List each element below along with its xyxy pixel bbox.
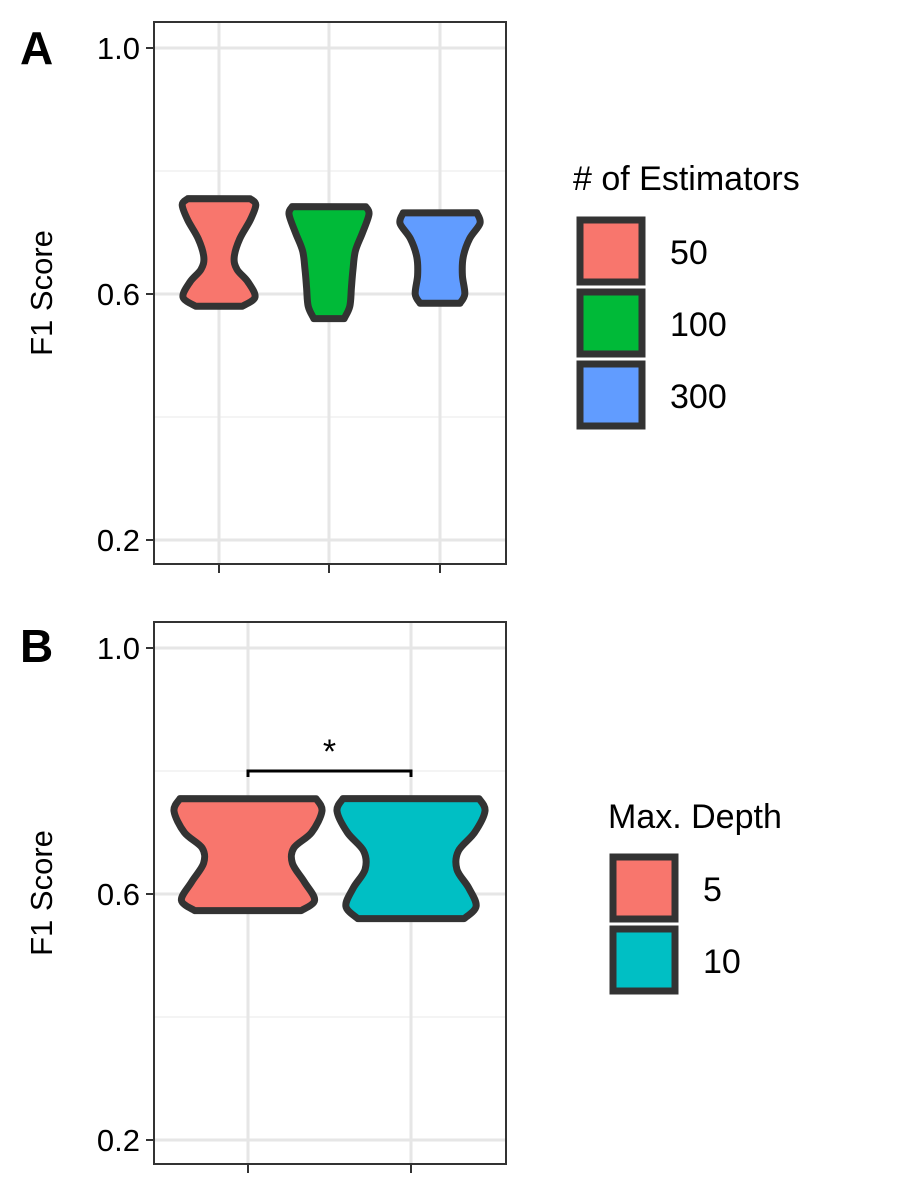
legend-a: # of Estimators 50 100 300	[573, 160, 800, 430]
panel-a-y-axis: 0.2 0.6 1.0	[97, 31, 154, 558]
panel-b-y-axis: 0.2 0.6 1.0	[97, 631, 154, 1158]
y-tick-label: 1.0	[97, 31, 140, 66]
legend-key-5	[609, 853, 679, 923]
violin-50	[178, 195, 260, 310]
panel-b-violins	[170, 795, 489, 923]
legend-b-items: 5 10	[609, 853, 741, 995]
legend-a-title: # of Estimators	[573, 160, 800, 198]
y-tick-label: 0.6	[97, 277, 140, 312]
legend-key-10	[609, 925, 679, 995]
legend-label-100: 100	[670, 306, 727, 344]
violin-5	[170, 795, 326, 915]
legend-label-10: 10	[703, 943, 741, 981]
violin-300	[396, 209, 484, 307]
panel-a-y-axis-title: F1 Score	[24, 230, 59, 356]
panel-b-y-axis-title: F1 Score	[24, 830, 59, 956]
legend-label-300: 300	[670, 378, 727, 416]
legend-b: Max. Depth 5 10	[608, 798, 782, 995]
panel-a-letter: A	[20, 22, 53, 74]
y-tick-label: 0.6	[97, 877, 140, 912]
legend-key-300	[576, 360, 646, 430]
violin-10	[333, 795, 489, 923]
legend-b-title: Max. Depth	[608, 798, 782, 836]
legend-label-5: 5	[703, 871, 722, 909]
y-tick-label: 1.0	[97, 631, 140, 666]
y-tick-label: 0.2	[97, 1123, 140, 1158]
panel-b-x-ticks	[247, 1164, 412, 1173]
panel-b-significance: *	[246, 733, 413, 777]
panel-a: A 0.2 0.6 1.0 F1 Score	[20, 21, 507, 573]
panel-b: B * 0.2 0.6 1.0 F1 Score	[20, 620, 507, 1173]
panel-a-violins	[178, 195, 484, 323]
panel-a-x-ticks	[218, 564, 441, 573]
legend-a-items: 50 100 300	[576, 216, 727, 430]
legend-key-50	[576, 216, 646, 286]
y-tick-label: 0.2	[97, 523, 140, 558]
significance-star: *	[323, 733, 336, 771]
significance-bracket	[246, 769, 413, 777]
legend-label-50: 50	[670, 234, 708, 272]
violin-100	[285, 203, 373, 323]
legend-key-100	[576, 288, 646, 358]
panel-b-letter: B	[20, 620, 53, 672]
